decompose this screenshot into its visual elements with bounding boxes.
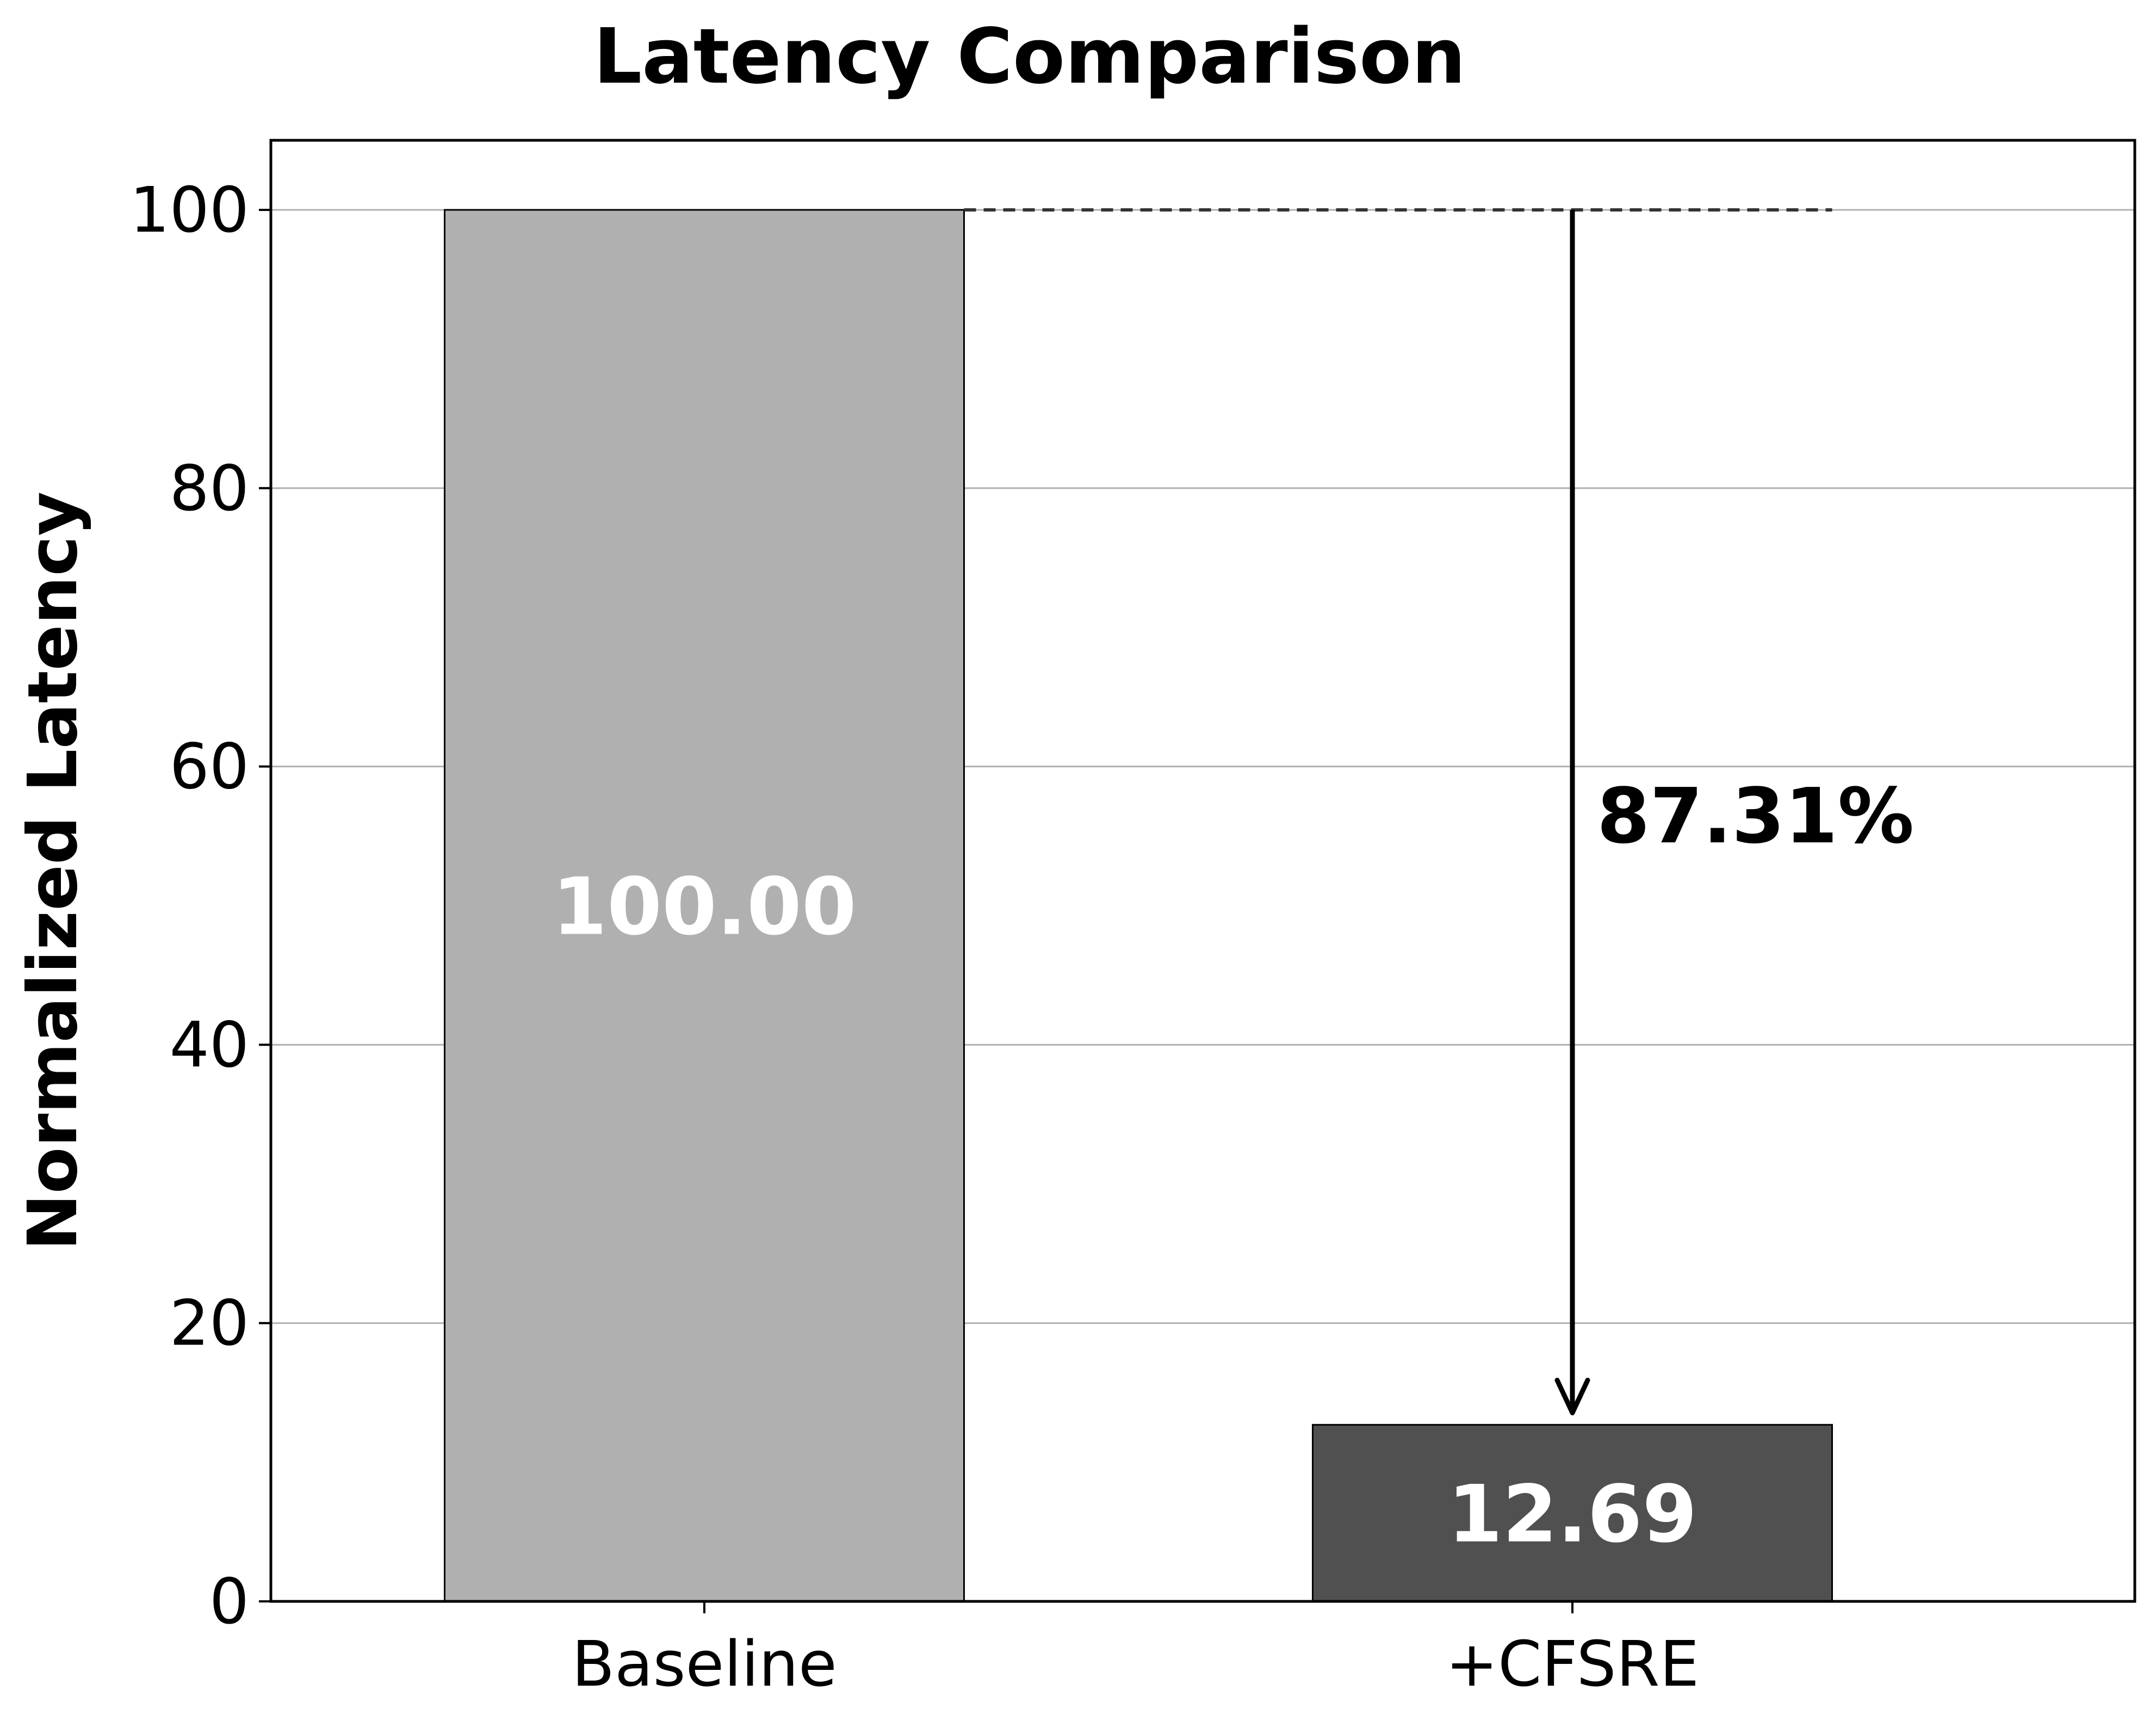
bars: 100.00 12.69 xyxy=(444,209,1833,1602)
bar-value-label: 12.69 xyxy=(1448,1469,1697,1561)
y-tick-label: 60 xyxy=(170,731,249,804)
bar-cfsre xyxy=(1312,1424,1833,1602)
y-tick-label: 20 xyxy=(170,1287,249,1360)
y-tick-label: 0 xyxy=(209,1565,249,1638)
chart-title: Latency Comparison xyxy=(593,13,1466,101)
x-tick-label: +CFSRE xyxy=(1446,1628,1699,1701)
y-axis-ticks: 0 20 40 60 80 100 xyxy=(130,174,271,1638)
y-axis-label: Normalized Latency xyxy=(14,492,92,1251)
bar-baseline xyxy=(444,209,965,1602)
x-axis-ticks: Baseline +CFSRE xyxy=(572,1601,1699,1701)
y-tick-label: 40 xyxy=(170,1009,249,1082)
x-tick-label: Baseline xyxy=(572,1628,837,1701)
arrow-head xyxy=(1554,1377,1590,1415)
reduction-percentage: 87.31% xyxy=(1597,772,1914,861)
bar-value-label: 100.00 xyxy=(552,861,857,953)
y-tick-label: 80 xyxy=(170,452,249,525)
y-tick-label: 100 xyxy=(130,174,250,247)
plot-frame xyxy=(269,139,2136,1603)
reduction-annotation: 87.31% xyxy=(964,208,1914,1415)
